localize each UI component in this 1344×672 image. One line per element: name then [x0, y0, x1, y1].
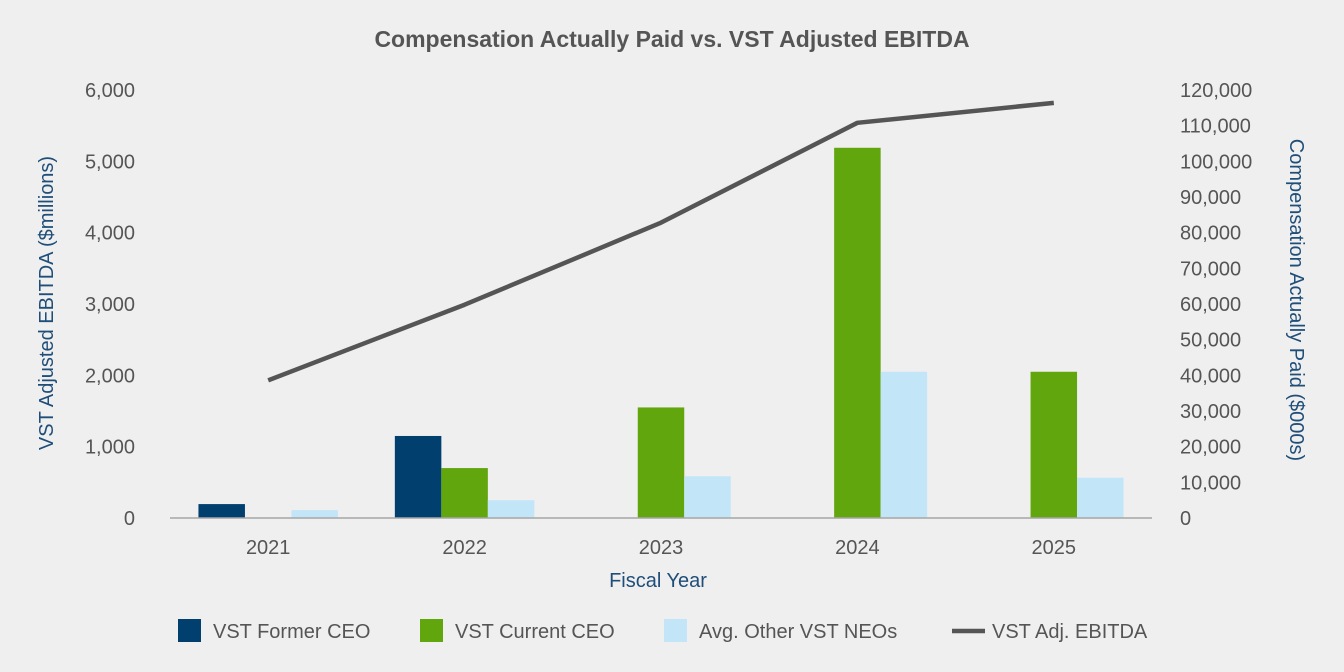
bar-vst-former-ceo-2022 — [394, 435, 442, 518]
right-tick-label: 100,000 — [1180, 151, 1252, 173]
legend: VST Former CEO VST Current CEO Avg. Other … — [178, 619, 1148, 643]
ebitda-line-group — [267, 100, 1055, 383]
left-tick-label: 4,000 — [85, 223, 135, 245]
left-tick-label: 3,000 — [85, 294, 135, 316]
legend-label-vst-current-ceo: VST Current CEO — [455, 621, 615, 643]
left-tick-label: 1,000 — [85, 437, 135, 459]
x-tick-label: 2021 — [246, 537, 291, 559]
bar-vst-former-ceo-2021 — [198, 504, 245, 518]
left-tick-label: 5,000 — [85, 151, 135, 173]
x-axis-ticks: 2021 2022 2023 2024 2025 — [246, 537, 1076, 559]
x-tick-label: 2025 — [1032, 537, 1077, 559]
legend-swatch-avg-other-vst-neos — [664, 619, 687, 642]
legend-swatch-vst-current-ceo — [420, 619, 443, 642]
bar-avg-other-vst-neos-2025 — [1077, 477, 1124, 518]
right-tick-label: 40,000 — [1180, 365, 1241, 387]
right-tick-label: 50,000 — [1180, 330, 1241, 352]
right-tick-label: 0 — [1180, 508, 1191, 530]
bars-group — [198, 147, 1124, 518]
right-tick-label: 120,000 — [1180, 80, 1252, 102]
left-tick-label: 2,000 — [85, 365, 135, 387]
bar-avg-other-vst-neos-2022 — [487, 500, 535, 518]
left-tick-label: 6,000 — [85, 80, 135, 102]
legend-label-vst-former-ceo: VST Former CEO — [213, 621, 370, 643]
bar-avg-other-vst-neos-2021 — [291, 510, 338, 518]
right-tick-label: 80,000 — [1180, 223, 1241, 245]
chart-title: Compensation Actually Paid vs. VST Adjus… — [374, 26, 969, 52]
right-tick-label: 20,000 — [1180, 437, 1241, 459]
left-axis-title: VST Adjusted EBITDA ($millions) — [36, 156, 58, 450]
legend-label-vst-adj-ebitda: VST Adj. EBITDA — [992, 621, 1148, 643]
left-axis-ticks: 0 1,000 2,000 3,000 4,000 5,000 6,000 — [85, 80, 135, 530]
x-tick-label: 2023 — [639, 537, 684, 559]
bar-avg-other-vst-neos-2023 — [684, 476, 731, 518]
right-tick-label: 90,000 — [1180, 187, 1241, 209]
x-tick-label: 2022 — [442, 537, 487, 559]
right-tick-label: 70,000 — [1180, 258, 1241, 280]
x-axis-title: Fiscal Year — [609, 570, 707, 592]
bar-vst-current-ceo-2023 — [637, 407, 685, 518]
ebitda-line — [267, 100, 1055, 383]
bar-avg-other-vst-neos-2024 — [880, 371, 928, 518]
right-tick-label: 110,000 — [1180, 116, 1251, 138]
legend-label-avg-other-vst-neos: Avg. Other VST NEOs — [699, 621, 897, 643]
bar-vst-current-ceo-2025 — [1030, 371, 1078, 518]
right-tick-label: 30,000 — [1180, 401, 1241, 423]
right-axis-title: Compensation Actually Paid ($000s) — [1285, 139, 1307, 461]
bar-vst-current-ceo-2024 — [834, 147, 881, 518]
right-tick-label: 60,000 — [1180, 294, 1241, 316]
right-tick-label: 10,000 — [1180, 472, 1241, 494]
right-axis-ticks: 0 10,000 20,000 30,000 40,000 50,000 60,000 70,… — [1180, 80, 1252, 530]
bar-vst-current-ceo-2022 — [441, 468, 488, 518]
x-tick-label: 2024 — [835, 537, 880, 559]
legend-swatch-vst-former-ceo — [178, 619, 201, 642]
left-tick-label: 0 — [124, 508, 135, 530]
